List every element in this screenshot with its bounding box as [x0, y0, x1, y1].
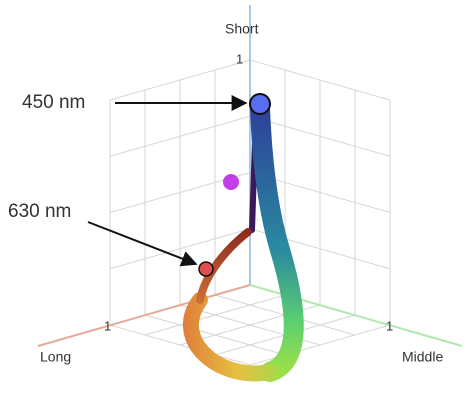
long-axis	[37, 284, 251, 347]
annotation: 450 nm	[22, 92, 85, 113]
grid-line	[109, 59, 251, 101]
axis-tick-label: 1	[386, 318, 393, 333]
point-630	[198, 261, 214, 277]
locus-red	[196, 228, 252, 304]
annotation: 630 nm	[8, 201, 71, 222]
grid-line	[249, 115, 391, 157]
axis-label: Middle	[402, 349, 443, 365]
grid-line	[109, 115, 251, 157]
axis-label: Short	[225, 21, 259, 37]
locus-blue	[250, 98, 290, 260]
grid-line	[249, 59, 391, 101]
grid-line	[249, 324, 391, 366]
grid-line	[144, 314, 286, 356]
locus-green	[260, 240, 304, 382]
white-point	[223, 174, 239, 190]
arrow	[87, 221, 198, 267]
grid-line	[109, 324, 251, 366]
locus-yellow	[183, 292, 278, 382]
axis-tick-label: 1	[236, 51, 243, 66]
axis-label: Long	[40, 349, 71, 365]
axis-tick-label: 1	[104, 318, 111, 333]
locus	[183, 98, 304, 382]
point-450	[249, 93, 271, 115]
